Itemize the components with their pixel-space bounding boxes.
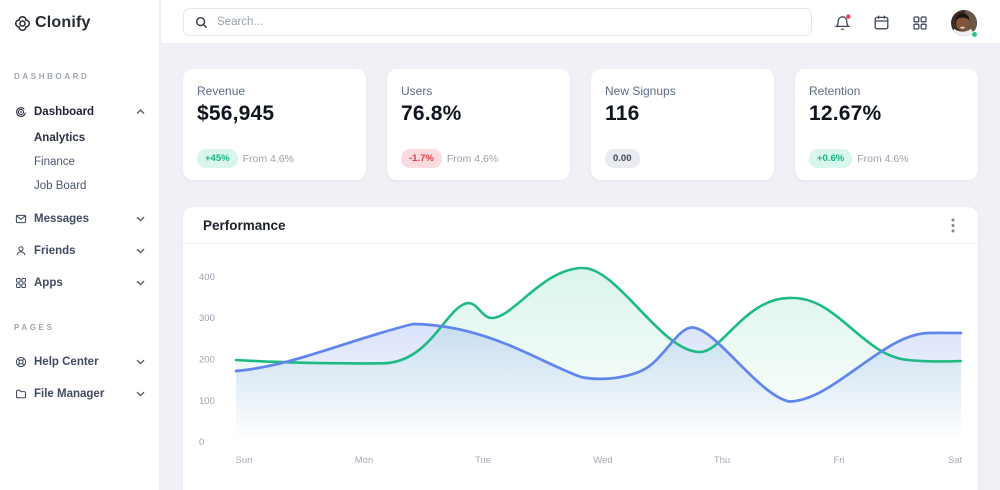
svg-text:200: 200 bbox=[199, 355, 215, 366]
svg-text:400: 400 bbox=[199, 272, 215, 283]
svg-text:Sat: Sat bbox=[948, 455, 963, 466]
svg-text:Sun: Sun bbox=[236, 455, 253, 466]
svg-text:Thu: Thu bbox=[714, 455, 730, 466]
svg-text:Tue: Tue bbox=[475, 455, 491, 466]
svg-text:100: 100 bbox=[199, 396, 215, 407]
svg-text:Wed: Wed bbox=[593, 455, 612, 466]
svg-text:Fri: Fri bbox=[833, 455, 844, 466]
svg-text:0: 0 bbox=[199, 437, 204, 448]
svg-text:Mon: Mon bbox=[355, 455, 373, 466]
svg-text:300: 300 bbox=[199, 313, 215, 324]
